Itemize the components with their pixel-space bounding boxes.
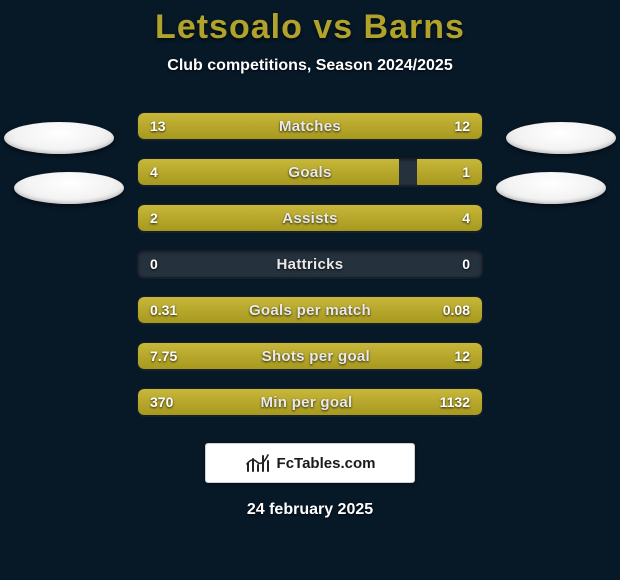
- stat-bar-track: 370Min per goal1132: [137, 388, 483, 416]
- stat-metric-label: Hattricks: [277, 256, 344, 273]
- stat-left-value: 0: [150, 256, 158, 272]
- decorative-oval: [14, 172, 124, 204]
- subtitle: Club competitions, Season 2024/2025: [0, 57, 620, 75]
- source-badge-text: FcTables.com: [277, 455, 376, 472]
- stat-bar-left-fill: [138, 389, 224, 415]
- date-label: 24 february 2025: [0, 501, 620, 519]
- decorative-oval: [506, 122, 616, 154]
- stat-bar-left-fill: [138, 343, 272, 369]
- stat-bar-left-fill: [138, 205, 252, 231]
- comparison-card: Letsoalo vs Barns Club competitions, Sea…: [0, 0, 620, 580]
- stat-bar-left-fill: [138, 159, 399, 185]
- stat-bar-right-fill: [252, 205, 482, 231]
- stat-bar-right-fill: [272, 343, 482, 369]
- stat-bar-right-fill: [417, 159, 482, 185]
- stat-bar-track: 13Matches12: [137, 112, 483, 140]
- stat-bar-track: 0.31Goals per match0.08: [137, 296, 483, 324]
- stat-bar-left-fill: [138, 297, 411, 323]
- stat-bar-track: 2Assists4: [137, 204, 483, 232]
- stat-bar-left-fill: [138, 113, 317, 139]
- stat-bar-track: 7.75Shots per goal12: [137, 342, 483, 370]
- page-title: Letsoalo vs Barns: [0, 8, 620, 47]
- stat-bar-right-fill: [224, 389, 482, 415]
- source-badge[interactable]: FcTables.com: [205, 443, 415, 483]
- stat-bar-right-fill: [411, 297, 482, 323]
- stat-rows: 13Matches12 4Goals1 2Assists4 0 Hattricks 0 0.…: [0, 103, 620, 425]
- stat-row: 0.31Goals per match0.08: [0, 287, 620, 333]
- stat-bar-track: 0 Hattricks 0: [137, 250, 483, 278]
- stat-bar-labels: 0 Hattricks 0: [138, 251, 482, 277]
- stat-bar-track: 4Goals1: [137, 158, 483, 186]
- fctables-logo-icon: [245, 452, 271, 474]
- stat-row: 370Min per goal1132: [0, 379, 620, 425]
- stat-bar-right-fill: [317, 113, 482, 139]
- stat-row: 0 Hattricks 0: [0, 241, 620, 287]
- decorative-oval: [4, 122, 114, 154]
- stat-row: 7.75Shots per goal12: [0, 333, 620, 379]
- decorative-oval: [496, 172, 606, 204]
- stat-right-value: 0: [462, 256, 470, 272]
